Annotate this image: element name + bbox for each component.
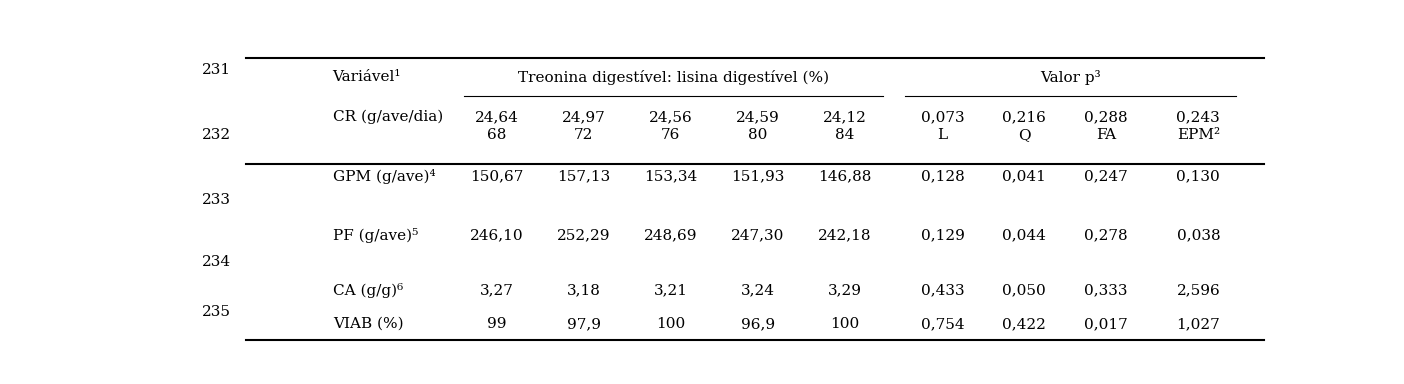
- Text: 1,027: 1,027: [1177, 317, 1220, 331]
- Text: 231: 231: [202, 63, 232, 77]
- Text: 3,27: 3,27: [480, 283, 514, 297]
- Text: 24,64: 24,64: [475, 110, 518, 124]
- Text: 0,333: 0,333: [1084, 283, 1127, 297]
- Text: 233: 233: [202, 193, 232, 207]
- Text: 0,041: 0,041: [1002, 169, 1046, 183]
- Text: 0,050: 0,050: [1002, 283, 1046, 297]
- Text: 242,18: 242,18: [819, 228, 872, 242]
- Text: 100: 100: [830, 317, 859, 331]
- Text: 84: 84: [835, 128, 855, 142]
- Text: 24,59: 24,59: [736, 110, 779, 124]
- Text: 252,29: 252,29: [557, 228, 611, 242]
- Text: 0,130: 0,130: [1177, 169, 1220, 183]
- Text: 0,038: 0,038: [1177, 228, 1220, 242]
- Text: 2,596: 2,596: [1177, 283, 1220, 297]
- Text: 146,88: 146,88: [819, 169, 872, 183]
- Text: FA: FA: [1095, 128, 1116, 142]
- Text: 0,422: 0,422: [1002, 317, 1046, 331]
- Text: CR (g/ave/dia): CR (g/ave/dia): [333, 110, 444, 124]
- Text: 248,69: 248,69: [644, 228, 698, 242]
- Text: 151,93: 151,93: [731, 169, 785, 183]
- Text: 97,9: 97,9: [567, 317, 601, 331]
- Text: 3,29: 3,29: [828, 283, 862, 297]
- Text: 0,128: 0,128: [921, 169, 965, 183]
- Text: VIAB (%): VIAB (%): [333, 317, 404, 331]
- Text: Q: Q: [1018, 128, 1031, 142]
- Text: 150,67: 150,67: [470, 169, 524, 183]
- Text: CA (g/g)⁶: CA (g/g)⁶: [333, 283, 403, 298]
- Text: 157,13: 157,13: [557, 169, 611, 183]
- Text: 76: 76: [661, 128, 681, 142]
- Text: 0,278: 0,278: [1084, 228, 1127, 242]
- Text: 0,243: 0,243: [1177, 110, 1220, 124]
- Text: 0,044: 0,044: [1002, 228, 1046, 242]
- Text: 24,12: 24,12: [823, 110, 866, 124]
- Text: 0,073: 0,073: [921, 110, 965, 124]
- Text: Variável¹: Variável¹: [331, 70, 400, 84]
- Text: 3,18: 3,18: [567, 283, 601, 297]
- Text: 0,216: 0,216: [1002, 110, 1046, 124]
- Text: 72: 72: [574, 128, 594, 142]
- Text: 234: 234: [202, 255, 232, 269]
- Text: Treonina digestível: lisina digestível (%): Treonina digestível: lisina digestível (…: [518, 70, 828, 84]
- Text: 96,9: 96,9: [740, 317, 775, 331]
- Text: Valor p³: Valor p³: [1040, 70, 1101, 84]
- Text: 0,017: 0,017: [1084, 317, 1127, 331]
- Text: EPM²: EPM²: [1177, 128, 1220, 142]
- Text: 24,56: 24,56: [649, 110, 692, 124]
- Text: 68: 68: [487, 128, 507, 142]
- Text: 100: 100: [656, 317, 685, 331]
- Text: 153,34: 153,34: [644, 169, 698, 183]
- Text: 232: 232: [202, 128, 232, 142]
- Text: GPM (g/ave)⁴: GPM (g/ave)⁴: [333, 169, 435, 184]
- Text: 24,97: 24,97: [562, 110, 605, 124]
- Text: 0,129: 0,129: [921, 228, 965, 242]
- Text: 0,433: 0,433: [921, 283, 965, 297]
- Text: 246,10: 246,10: [470, 228, 524, 242]
- Text: 0,247: 0,247: [1084, 169, 1127, 183]
- Text: 235: 235: [202, 305, 232, 319]
- Text: 80: 80: [748, 128, 768, 142]
- Text: 99: 99: [487, 317, 507, 331]
- Text: L: L: [938, 128, 948, 142]
- Text: PF (g/ave)⁵: PF (g/ave)⁵: [333, 228, 418, 243]
- Text: 0,288: 0,288: [1084, 110, 1127, 124]
- Text: 0,754: 0,754: [921, 317, 965, 331]
- Text: 3,24: 3,24: [741, 283, 775, 297]
- Text: 247,30: 247,30: [731, 228, 785, 242]
- Text: 3,21: 3,21: [654, 283, 688, 297]
